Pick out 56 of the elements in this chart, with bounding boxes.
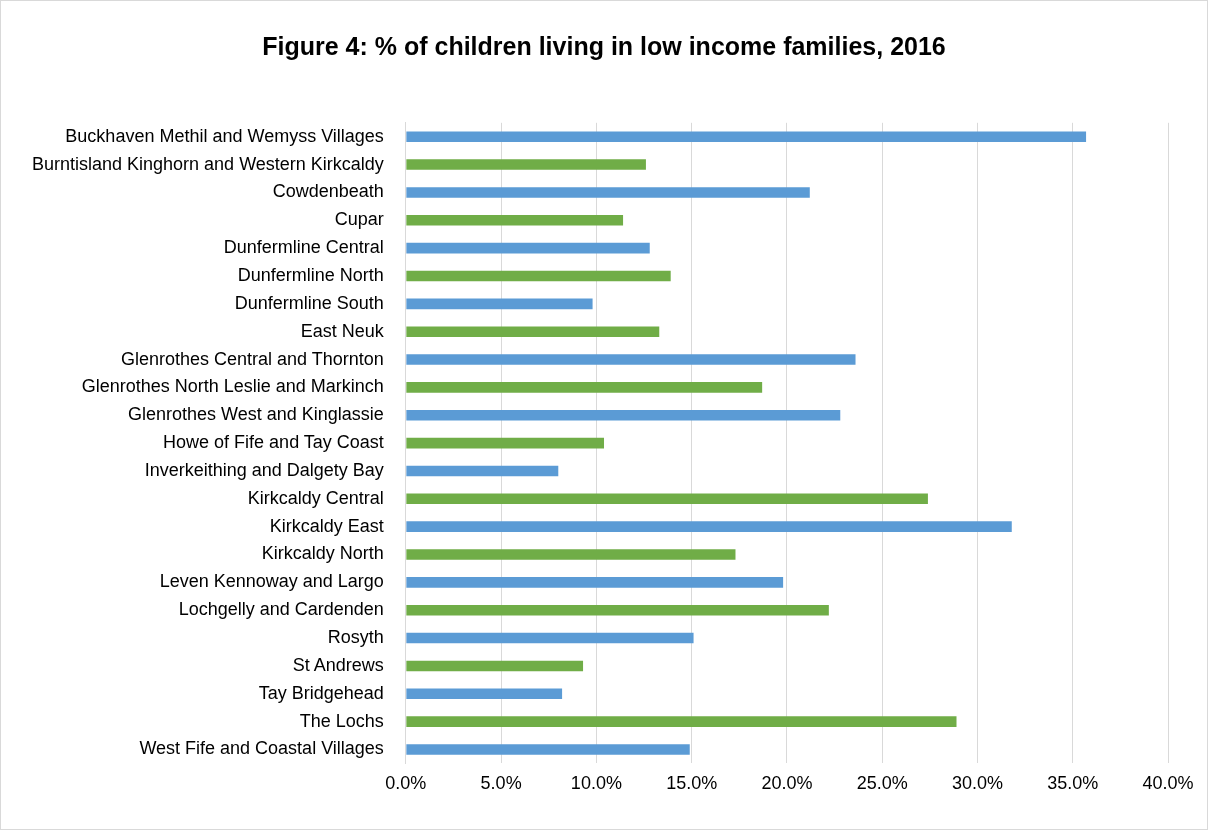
bar [406, 437, 605, 449]
y-tick-label: Dunfermline Central [223, 237, 384, 258]
bar [406, 326, 660, 337]
y-tick-label: Cowdenbeath [272, 181, 384, 202]
chart-title: Figure 4: % of children living in low income families, 2016 [261, 32, 947, 61]
bar [406, 354, 856, 365]
bar [406, 242, 650, 254]
y-tick-label: Dunfermline South [234, 292, 384, 313]
y-tick-label: Glenrothes West and Kinglassie [128, 404, 384, 425]
bar [406, 214, 624, 226]
bar [406, 604, 829, 616]
bar [406, 549, 736, 560]
y-tick-label: West Fife and Coastal Villages [139, 738, 384, 759]
bar [406, 131, 1087, 143]
y-tick-label: Kirkcaldy North [261, 543, 384, 564]
bar [406, 270, 671, 282]
y-tick-label: Dunfermline North [237, 264, 384, 285]
y-tick-label: Kirkcaldy Central [247, 487, 384, 508]
y-tick-label: Inverkeithing and Dalgety Bay [144, 459, 384, 480]
x-tick-label: 30.0% [951, 773, 1003, 794]
bar [406, 632, 694, 644]
y-tick-label: Howe of Fife and Tay Coast [163, 432, 384, 453]
bar [406, 744, 690, 755]
bar [406, 493, 928, 505]
bar [406, 382, 763, 393]
y-tick-label: Cupar [334, 209, 384, 230]
x-tick-label: 35.0% [1047, 773, 1099, 794]
x-tick-label: 20.0% [761, 773, 813, 794]
bar [406, 688, 563, 700]
y-tick-label: East Neuk [300, 320, 385, 341]
x-tick-label: 15.0% [666, 773, 718, 794]
y-tick-label: Kirkcaldy East [269, 515, 384, 536]
x-tick-label: 0.0% [385, 773, 427, 794]
bar [406, 577, 784, 588]
bar [406, 298, 593, 310]
bar [406, 409, 841, 421]
y-tick-label: Buckhaven Methil and Wemyss Villages [65, 125, 384, 146]
bar [406, 465, 559, 477]
x-tick-label: 10.0% [570, 773, 622, 794]
y-tick-label: The Lochs [299, 710, 384, 731]
y-tick-label: Glenrothes North Leslie and Markinch [81, 376, 384, 397]
y-tick-label: Leven Kennoway and Largo [159, 571, 384, 592]
bar [406, 660, 584, 672]
bar [406, 187, 810, 198]
x-tick-label: 5.0% [480, 773, 522, 794]
y-tick-label: Lochgelly and Cardenden [178, 599, 384, 620]
bar [406, 159, 646, 170]
x-tick-label: 25.0% [856, 773, 908, 794]
y-tick-label: Burntisland Kinghorn and Western Kirkcaldy [31, 153, 384, 174]
y-tick-label: Glenrothes Central and Thornton [121, 348, 384, 369]
bar [406, 716, 957, 727]
bar [406, 521, 1012, 532]
x-tick-label: 40.0% [1142, 773, 1194, 794]
y-tick-label: Rosyth [327, 627, 384, 648]
y-tick-label: St Andrews [292, 654, 384, 675]
y-tick-label: Tay Bridgehead [258, 682, 384, 703]
